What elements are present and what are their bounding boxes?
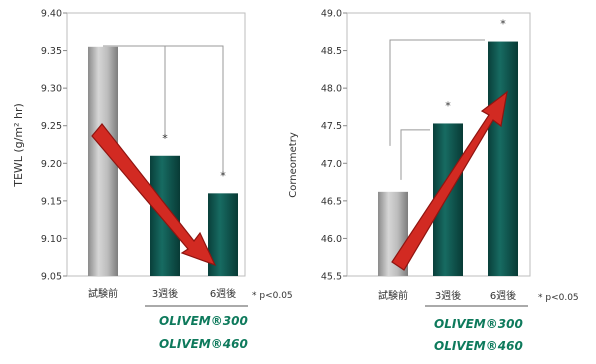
category-label: 6週後 bbox=[490, 289, 516, 302]
trend-arrow-down bbox=[91, 123, 217, 267]
y-tick-label: 9.20 bbox=[41, 159, 62, 170]
y-axis-label-left: TEWL (g/m² hr) bbox=[12, 103, 25, 188]
y-tick-label: 9.15 bbox=[41, 196, 62, 207]
category-label: 試験前 bbox=[378, 289, 408, 302]
trend-arrow-up bbox=[391, 90, 508, 271]
product-label-left-2: OLIVEM®460 bbox=[159, 337, 248, 351]
y-axis-right: 49.0 48.5 48.0 47.5 47.0 46.5 46.0 45.5 bbox=[321, 9, 347, 283]
y-tick-label: 47.0 bbox=[321, 159, 342, 170]
x-axis-left: 試験前 3週後 6週後 bbox=[88, 287, 236, 300]
y-tick-label: 48.5 bbox=[321, 46, 342, 57]
bars-right bbox=[378, 41, 518, 277]
significance-star: * bbox=[162, 132, 168, 145]
product-labels-right: OLIVEM®300 OLIVEM®460 bbox=[425, 305, 528, 353]
significance-bracket bbox=[400, 129, 430, 180]
product-label-left-1: OLIVEM®300 bbox=[159, 314, 248, 328]
y-tick-label: 9.25 bbox=[41, 121, 62, 132]
red-arrow-right bbox=[391, 90, 508, 271]
category-label: 6週後 bbox=[210, 287, 236, 300]
y-tick-label: 9.40 bbox=[41, 9, 62, 20]
bar-6週後 bbox=[488, 41, 518, 276]
y-tick-label: 9.10 bbox=[41, 234, 62, 245]
footnote-left: * p<0.05 bbox=[252, 291, 293, 301]
red-arrow-left bbox=[91, 123, 217, 267]
chart-left: 9.40 9.35 9.30 9.25 9.20 9.15 9.10 9.05 TEWL (g… bbox=[12, 9, 293, 302]
y-tick-label: 9.35 bbox=[41, 46, 62, 57]
significance-star: * bbox=[500, 18, 506, 31]
category-label: 試験前 bbox=[88, 287, 118, 300]
y-tick-label: 46.5 bbox=[321, 196, 342, 207]
category-label: 3週後 bbox=[152, 287, 178, 300]
y-axis-left: 9.40 9.35 9.30 9.25 9.20 9.15 9.10 9.05 bbox=[41, 9, 67, 283]
y-tick-label: 47.5 bbox=[321, 121, 342, 132]
product-label-right-1: OLIVEM®300 bbox=[434, 317, 523, 331]
y-tick-label: 49.0 bbox=[321, 9, 342, 20]
significance-bracket bbox=[389, 39, 485, 146]
y-tick-label: 9.30 bbox=[41, 84, 62, 95]
chart-right: 49.0 48.5 48.0 47.5 47.0 46.5 46.0 45.5 Corneom… bbox=[288, 9, 579, 304]
significance-brackets-right bbox=[389, 39, 485, 180]
y-axis-label-right: Corneometry bbox=[288, 132, 299, 198]
product-label-right-2: OLIVEM®460 bbox=[434, 339, 523, 353]
y-tick-label: 46.0 bbox=[321, 234, 342, 245]
footnote-right: * p<0.05 bbox=[538, 293, 579, 303]
bars-left bbox=[88, 46, 238, 276]
y-tick-label: 45.5 bbox=[321, 272, 342, 283]
significance-brackets-left bbox=[103, 45, 224, 176]
y-tick-label: 48.0 bbox=[321, 84, 342, 95]
category-label: 3週後 bbox=[435, 289, 461, 302]
significance-stars-right: ** bbox=[445, 18, 506, 113]
product-labels-left: OLIVEM®300 OLIVEM®460 bbox=[145, 305, 248, 351]
significance-star: * bbox=[445, 99, 451, 112]
significance-stars-left: ** bbox=[162, 132, 226, 183]
x-axis-right: 試験前 3週後 6週後 bbox=[378, 289, 516, 302]
y-tick-label: 9.05 bbox=[41, 272, 62, 283]
significance-star: * bbox=[220, 169, 226, 182]
significance-bracket bbox=[103, 45, 224, 176]
